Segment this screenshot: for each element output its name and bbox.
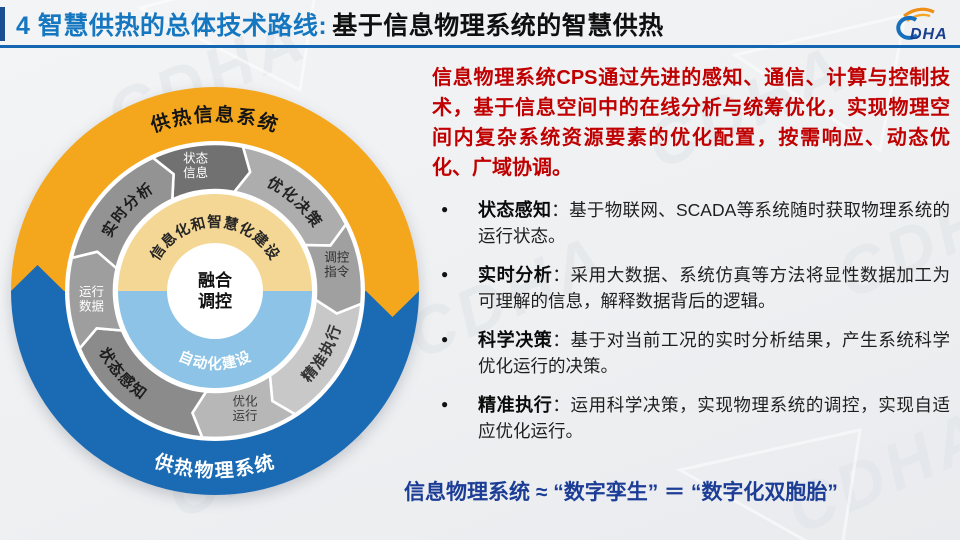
center-circle [167,243,263,339]
bullet-icon: ● [441,397,449,411]
page-title-main: 4 智慧供热的总体技术路线: [16,12,328,40]
bullet-separator: ： [551,200,570,220]
bullet-term: 科学决策 [478,330,553,350]
inner-ring-automation [118,291,312,388]
inner-ring-informatization [118,194,312,291]
list-item: ● 科学决策：基于对当前工况的实时分析结果，产生系统科学优化运行的决策。 [432,327,950,379]
bullet-text: 运用科学决策，实现物理系统的调控，实现自适应优化运行。 [478,395,951,441]
conclusion-line: 信息物理系统 ≈ “数字孪生” ＝ “数字化双胞胎” [404,481,838,504]
logo-c-swoosh-icon [896,15,919,40]
list-item: ● 状态感知：基于物联网、SCADA等系统随时获取物理系统的运行状态。 [432,197,950,249]
outer-ring-chevron-left [11,265,64,291]
bullet-text: 基于物联网、SCADA等系统随时获取物理系统的运行状态。 [478,200,951,246]
cycle-segment-label: 状态信息 [183,152,208,181]
logo-text: DHA [910,26,948,43]
bullet-term: 实时分析 [478,265,553,285]
page-title: 4 智慧供热的总体技术路线: 基于信息物理系统的智慧供热 [16,6,664,42]
content-panel: 信息物理系统CPS通过先进的感知、通信、计算与控制技术，基于信息空间中的在线分析… [432,63,950,457]
center-label: 调控 [198,291,232,311]
cycle-segment-label: 优化运行 [232,394,258,423]
bullet-icon: ● [441,332,449,346]
bullet-list: ● 状态感知：基于物联网、SCADA等系统随时获取物理系统的运行状态。 ● 实时分析… [432,197,950,444]
title-divider [0,45,960,48]
page-title-subtitle: 基于信息物理系统的智慧供热 [332,12,664,40]
bullet-text: 基于对当前工况的实时分析结果，产生系统科学优化运行的决策。 [478,330,951,376]
cycle-segment-label: 运行数据 [79,285,104,314]
list-item: ● 实时分析：采用大数据、系统仿真等方法将显性数据加工为可理解的信息，解释数据背后… [432,262,950,314]
bullet-separator: ： [552,330,571,350]
bullet-separator: ： [552,265,571,285]
bullet-text: 采用大数据、系统仿真等方法将显性数据加工为可理解的信息，解释数据背后的逻辑。 [478,265,951,311]
outer-ring-chevron-right [366,291,419,317]
bullet-icon: ● [441,267,449,281]
center-label: 融合 [198,270,233,290]
logo-flame-arc-icon [903,7,935,18]
bullet-term: 状态感知 [478,200,552,220]
intro-paragraph: 信息物理系统CPS通过先进的感知、通信、计算与控制技术，基于信息空间中的在线分析… [432,67,950,179]
list-item: ● 精准执行：运用科学决策，实现物理系统的调控，实现自适应优化运行。 [432,392,950,444]
bullet-term: 精准执行 [478,395,553,415]
bullet-icon: ● [441,202,449,216]
cycle-segment-label: 调控指令 [324,250,350,278]
title-accent-bar [0,7,5,41]
bullet-separator: ： [552,395,571,415]
cdha-logo: DHA [874,4,956,46]
cps-cycle-diagram: 状态信息 优化决策 调控指令 精准执行 优化运行 状态感知 运行数据 实时分析 供热信息系统 供热… [2,58,452,518]
watermark-triangles [135,0,907,540]
cycle-segment [70,156,175,270]
